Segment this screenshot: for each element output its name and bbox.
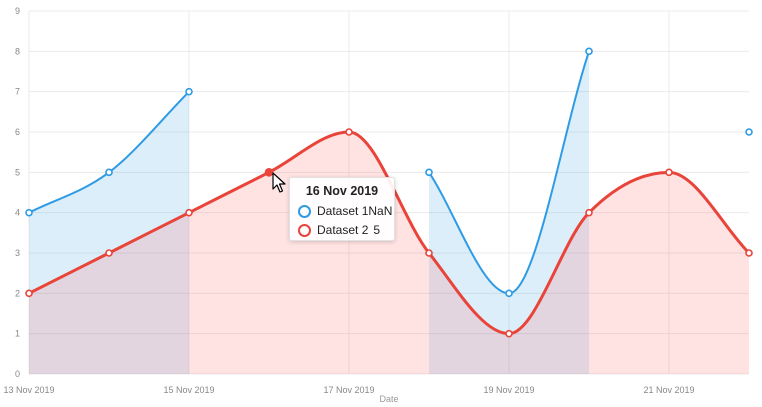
data-point[interactable] — [585, 47, 593, 56]
data-point[interactable] — [745, 128, 753, 136]
x-tick-label: 17 Nov 2019 — [323, 385, 374, 395]
mouse-pointer-icon — [272, 172, 286, 193]
y-tick-label: 9 — [15, 6, 20, 16]
data-point[interactable] — [425, 168, 433, 177]
tooltip-series-value: NaN — [368, 204, 393, 218]
x-axis-ticks: 13 Nov 2019 15 Nov 2019 17 Nov 2019 19 Nov … — [3, 385, 694, 395]
tooltip-row-dataset-2: Dataset 2 5 — [298, 221, 386, 240]
y-tick-label: 2 — [15, 288, 20, 298]
tooltip-series-label: Dataset 2 — [317, 223, 369, 237]
x-tick-label: 15 Nov 2019 — [163, 385, 214, 395]
x-tick-label: 13 Nov 2019 — [3, 385, 54, 395]
data-point[interactable] — [105, 168, 113, 177]
data-point[interactable] — [25, 208, 33, 217]
series-points — [25, 47, 753, 338]
tooltip-series-value: 5 — [373, 223, 381, 237]
y-axis-ticks: 0 1 2 3 4 5 6 7 8 9 — [15, 6, 20, 379]
y-tick-label: 1 — [15, 329, 20, 339]
data-point[interactable] — [745, 249, 753, 257]
series-area-1 — [429, 51, 589, 374]
circle-icon — [298, 205, 311, 218]
x-axis-title: Date — [379, 394, 398, 404]
circle-icon — [298, 224, 311, 237]
series-fills — [29, 51, 749, 375]
y-tick-label: 5 — [15, 167, 20, 177]
tooltip-title: 16 Nov 2019 — [305, 184, 379, 198]
series-line-1 — [428, 50, 590, 295]
data-point[interactable] — [105, 249, 113, 257]
chart-tooltip: 16 Nov 2019 Dataset 1 NaN Dataset 2 5 — [289, 177, 395, 241]
series-area-1 — [29, 91, 189, 375]
data-point[interactable] — [425, 249, 433, 257]
data-point[interactable] — [665, 168, 673, 177]
data-point[interactable] — [345, 128, 353, 136]
tooltip-series-label: Dataset 1 — [317, 204, 369, 218]
y-tick-label: 6 — [15, 127, 20, 137]
series-area-2 — [29, 132, 749, 374]
data-point[interactable] — [185, 208, 193, 217]
tooltip-row-dataset-1: Dataset 1 NaN — [298, 202, 392, 221]
x-tick-label: 19 Nov 2019 — [483, 385, 534, 395]
y-tick-label: 8 — [15, 46, 20, 56]
data-point[interactable] — [505, 289, 513, 298]
data-point[interactable] — [264, 168, 274, 177]
data-point[interactable] — [185, 87, 193, 96]
y-tick-label: 0 — [15, 369, 20, 379]
y-tick-label: 7 — [15, 87, 20, 97]
y-tick-label: 4 — [15, 208, 20, 218]
data-point[interactable] — [585, 208, 593, 217]
x-tick-label: 21 Nov 2019 — [643, 385, 694, 395]
series-line-2 — [27, 130, 751, 336]
y-tick-label: 3 — [15, 248, 20, 258]
data-point[interactable] — [505, 329, 513, 338]
data-point[interactable] — [25, 289, 33, 298]
